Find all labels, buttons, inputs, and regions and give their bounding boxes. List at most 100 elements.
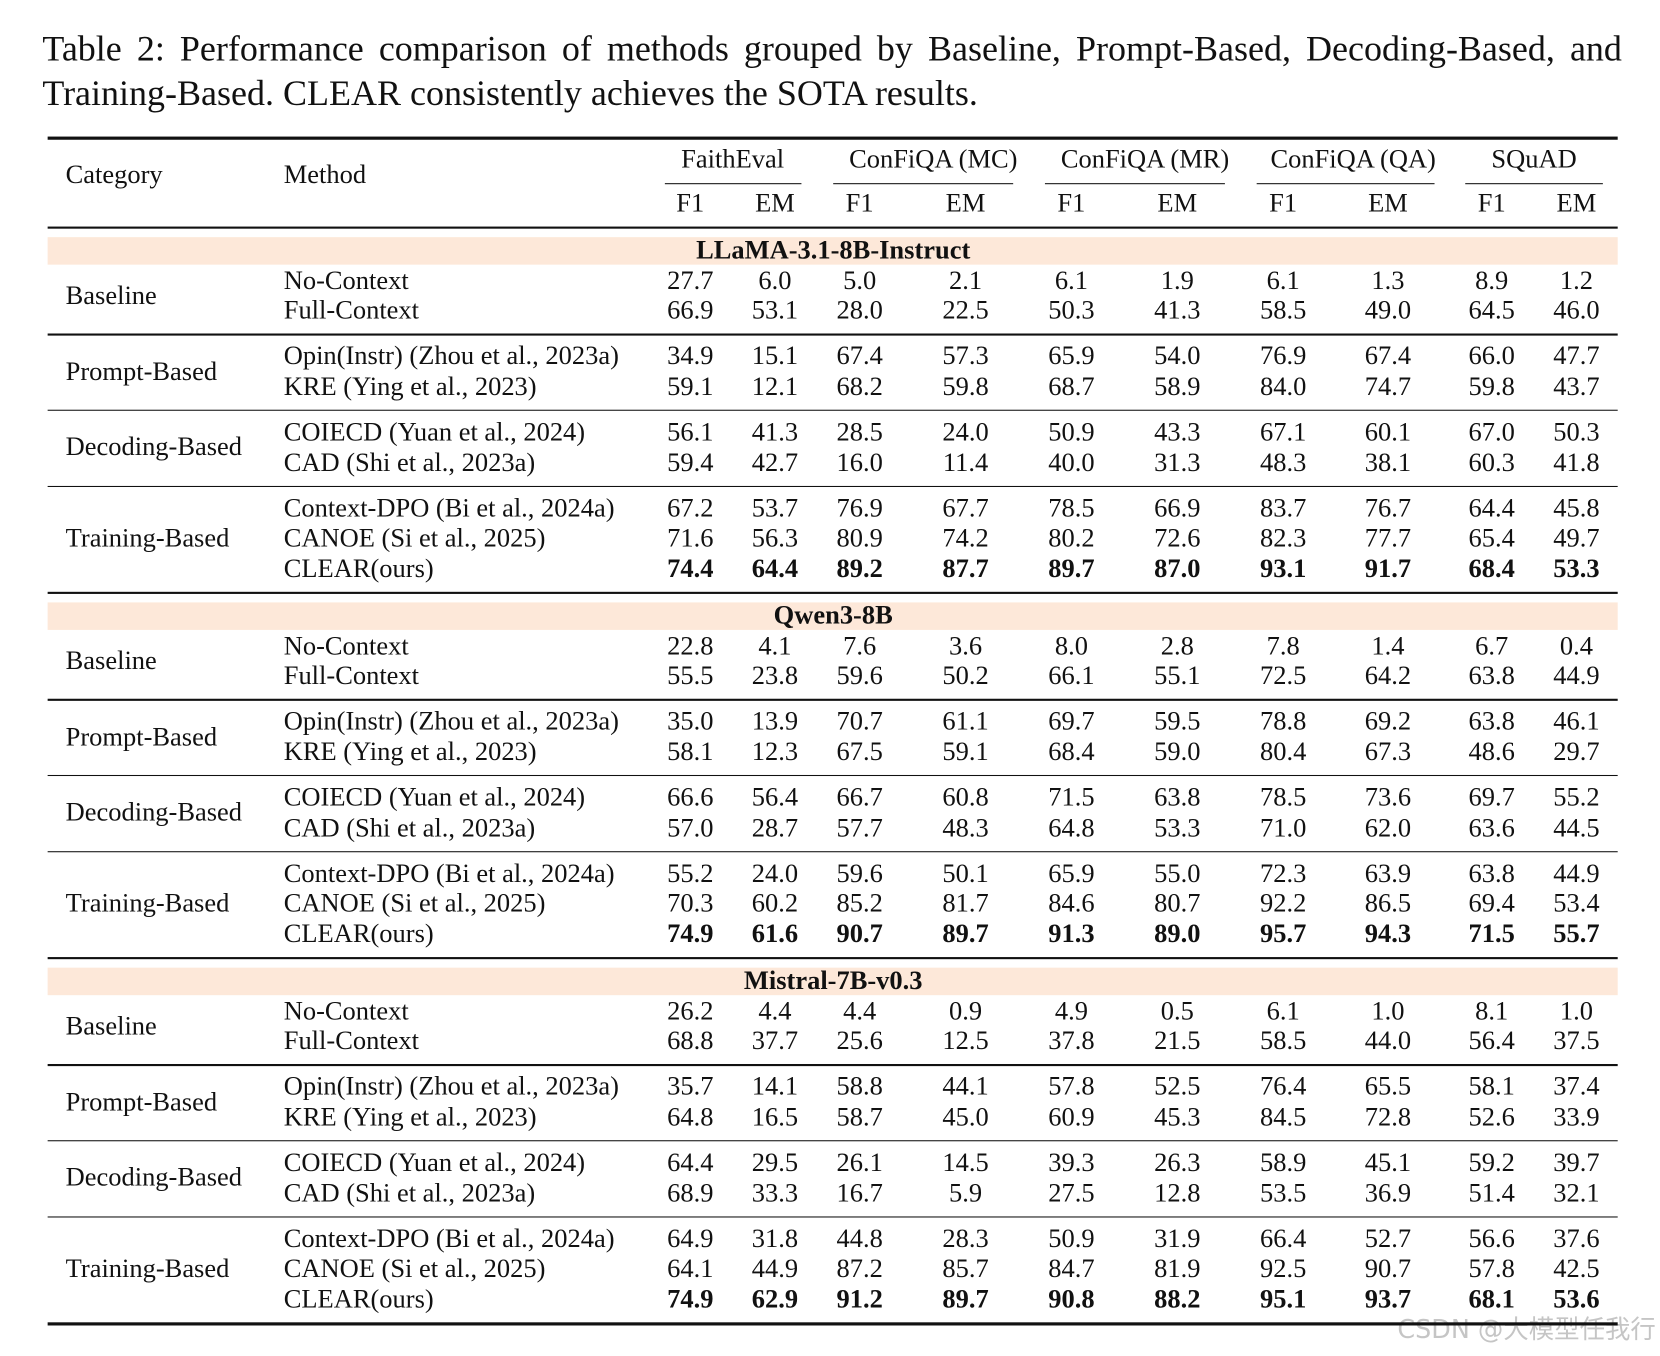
cell-value: 76.9 [836,493,883,523]
cell-value: 69.2 [1364,707,1412,736]
cell-value: 91.3 [1048,920,1095,949]
cell-value: 65.4 [1468,524,1515,553]
cell-value: 48.3 [1259,448,1307,478]
cell-value: 61.1 [942,707,989,736]
cell-value: 31.9 [1154,1224,1201,1254]
cell-value: 24.0 [942,418,989,447]
cell-value: 54.0 [1154,342,1201,371]
cell-value: 61.6 [751,920,799,949]
cell-value: 58.5 [1259,1027,1307,1056]
cell-value: 59.8 [942,372,989,402]
cell-value: 21.5 [1154,1027,1201,1056]
cell-value: 73.6 [1364,783,1412,812]
cell-value: 35.7 [667,1072,714,1102]
cell-value: 38.1 [1364,448,1412,478]
cell-value: 70.7 [836,707,883,736]
cell-value: 44.9 [1553,859,1600,888]
method: Context-DPO (Bi et al., 2024a) [283,859,615,888]
cell-value: 84.6 [1048,889,1095,919]
cell-value: 32.1 [1553,1178,1600,1208]
cell-value: 67.5 [836,737,883,767]
method: CANOE (Si et al., 2025) [283,524,546,553]
cell-value: 60.2 [751,889,799,919]
cell-value: 51.4 [1468,1178,1515,1208]
cell-value: 52.6 [1468,1103,1515,1132]
cell-value: 80.2 [1048,524,1095,553]
cell-value: 29.7 [1553,737,1600,767]
cell-value: 1.0 [1559,996,1593,1026]
cell-value: 39.3 [1048,1148,1095,1178]
cell-value: 66.7 [836,783,883,812]
group-underline [664,183,802,185]
cell-value: 66.6 [667,783,714,812]
cell-value: 50.2 [942,661,989,691]
cell-value: 95.1 [1259,1285,1307,1314]
cell-value: 43.3 [1154,418,1201,447]
cell-value: 23.8 [751,661,799,691]
cell-value: 68.4 [1048,737,1095,767]
cell-value: 80.9 [836,524,883,553]
group-rule [47,698,1618,701]
cell-value: 26.3 [1154,1148,1201,1178]
method: KRE (Ying et al., 2023) [283,1103,537,1132]
cell-value: 1.0 [1371,996,1405,1026]
cell-value: 72.3 [1259,859,1307,888]
cell-value: 71.0 [1259,813,1307,843]
cell-value: 71.5 [1468,920,1515,949]
group-underline [1256,183,1435,185]
sub-header: F1 [676,189,705,219]
cell-value: 12.1 [751,372,799,402]
cell-value: 41.3 [751,418,799,447]
cell-value: 8.9 [1475,266,1509,295]
cell-value: 59.4 [667,448,714,478]
cell-value: 50.9 [1048,1224,1095,1254]
cell-value: 36.9 [1364,1178,1412,1208]
cell-value: 41.3 [1154,296,1201,326]
cell-value: 27.7 [667,266,714,295]
cell-value: 92.5 [1259,1254,1307,1284]
cell-value: 59.1 [667,372,714,402]
method: COIECD (Yuan et al., 2024) [283,783,586,812]
cell-value: 48.3 [942,813,989,843]
cell-value: 50.1 [942,859,989,888]
cell-value: 58.8 [836,1072,883,1102]
cell-value: 14.1 [751,1072,799,1102]
cell-value: 37.8 [1048,1027,1095,1056]
cell-value: 44.8 [836,1224,883,1254]
cell-value: 7.8 [1266,631,1300,661]
cell-value: 67.3 [1364,737,1412,767]
cell-value: 76.4 [1259,1072,1307,1102]
cell-value: 56.6 [1468,1224,1515,1254]
cell-value: 66.9 [1154,493,1201,523]
cell-value: 28.0 [836,296,883,326]
cell-value: 33.9 [1553,1103,1600,1132]
cell-value: 53.4 [1553,889,1600,919]
cell-value: 22.5 [942,296,989,326]
cell-value: 60.3 [1468,448,1515,478]
cell-value: 88.2 [1154,1285,1201,1314]
cell-value: 94.3 [1364,920,1412,949]
cell-value: 57.7 [836,813,883,843]
cell-value: 4.1 [758,631,792,661]
method: KRE (Ying et al., 2023) [283,737,537,767]
cell-value: 16.5 [751,1103,799,1132]
cell-value: 82.3 [1259,524,1307,553]
cell-value: 68.9 [667,1178,714,1208]
cell-value: 66.0 [1468,342,1515,371]
sub-header: F1 [1057,189,1086,219]
method: No-Context [283,996,409,1026]
cell-value: 87.2 [836,1254,883,1284]
cell-value: 74.4 [667,554,714,584]
cell-value: 47.7 [1553,342,1600,371]
cell-value: 53.1 [751,296,799,326]
cell-value: 58.1 [667,737,714,767]
cell-value: 64.1 [667,1254,714,1284]
sub-header: F1 [845,189,874,219]
cell-value: 1.4 [1371,631,1405,661]
cell-value: 76.9 [1259,342,1307,371]
cell-value: 53.3 [1154,813,1201,843]
cell-value: 50.3 [1048,296,1095,326]
sub-header: F1 [1477,189,1506,219]
cell-value: 74.9 [667,1285,714,1314]
cell-value: 70.3 [667,889,714,919]
